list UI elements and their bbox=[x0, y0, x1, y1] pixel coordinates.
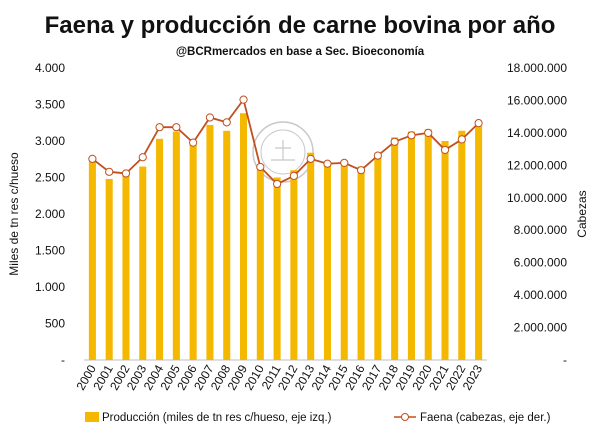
faena-point-2023 bbox=[474, 119, 483, 128]
faena-point-2018 bbox=[390, 137, 399, 146]
faena-point-2017 bbox=[373, 151, 382, 160]
y-right-tick-label: 8.000.000 bbox=[514, 223, 568, 237]
y-right-tick-label: 4.000.000 bbox=[514, 288, 568, 302]
faena-point-2014 bbox=[323, 159, 332, 168]
faena-point-2000 bbox=[88, 154, 97, 163]
bar-2017 bbox=[374, 152, 382, 360]
bar-2019 bbox=[407, 131, 415, 360]
y-left-tick-label: 1.500 bbox=[35, 244, 65, 258]
y-left-tick-label: 500 bbox=[45, 317, 65, 331]
bar-2011 bbox=[273, 177, 281, 360]
faena-point-2004 bbox=[155, 123, 164, 132]
faena-point-2011 bbox=[273, 179, 282, 189]
y-right-tick-label: 14.000.000 bbox=[507, 126, 567, 140]
faena-line bbox=[91, 97, 480, 186]
bar-2014 bbox=[323, 165, 332, 360]
y-left-tick-label: 3.500 bbox=[35, 98, 65, 112]
bar-2023 bbox=[475, 124, 483, 360]
y-left-tick-label: 2.500 bbox=[35, 171, 65, 185]
y-right-tick-label: 18.000.000 bbox=[507, 61, 567, 75]
bar-2005 bbox=[172, 131, 180, 360]
bar-2000 bbox=[88, 161, 96, 360]
bar-2022 bbox=[458, 130, 466, 360]
faena-point-2012 bbox=[289, 171, 298, 180]
faena-point-2010 bbox=[256, 162, 265, 172]
bar-2007 bbox=[206, 124, 214, 360]
bar-2003 bbox=[139, 166, 147, 360]
y-right-tick-label: 10.000.000 bbox=[507, 191, 567, 205]
y-axis-right-label: Cabezas bbox=[575, 190, 589, 237]
faena-point-2007 bbox=[205, 113, 215, 122]
faena-point-2019 bbox=[407, 131, 416, 140]
faena-point-2002 bbox=[121, 169, 131, 178]
faena-point-2008 bbox=[222, 118, 231, 127]
bar-2009 bbox=[239, 113, 248, 360]
chart-title: Faena y producción de carne bovina por a… bbox=[45, 12, 556, 39]
faena-point-2001 bbox=[105, 167, 114, 176]
y-left-tick-label: 2.000 bbox=[35, 207, 65, 221]
bar-2021 bbox=[441, 141, 449, 360]
faena-point-2006 bbox=[189, 138, 198, 147]
y-right-tick-label: 6.000.000 bbox=[514, 256, 568, 270]
bar-2018 bbox=[391, 137, 399, 360]
legend-bar-swatch bbox=[85, 412, 99, 422]
bar-2006 bbox=[189, 142, 197, 360]
legend-line-label: Faena (cabezas, eje der.) bbox=[420, 412, 551, 424]
bar-2004 bbox=[156, 138, 164, 360]
faena-point-2003 bbox=[138, 153, 147, 162]
y-left-tick-label: 4.000 bbox=[35, 61, 65, 75]
y-right-tick-label: 12.000.000 bbox=[507, 158, 567, 172]
faena-point-2022 bbox=[457, 135, 466, 144]
faena-point-2016 bbox=[356, 166, 366, 175]
bar-2012 bbox=[290, 170, 298, 360]
bar-2013 bbox=[307, 152, 315, 360]
y-right-tick-label: 16.000.000 bbox=[507, 93, 567, 107]
y-left-tick-label: 3.000 bbox=[35, 134, 65, 148]
bar-2008 bbox=[223, 130, 231, 360]
bar-2020 bbox=[424, 129, 432, 360]
faena-point-2013 bbox=[306, 154, 315, 163]
faena-point-2005 bbox=[172, 123, 181, 132]
faena-point-2021 bbox=[440, 145, 450, 155]
y-axis-left-label: Miles de tn res c/hueso bbox=[7, 152, 21, 276]
bar-2001 bbox=[105, 178, 113, 360]
bar-2015 bbox=[340, 160, 348, 360]
legend-bar-label: Producción (miles de tn res c/hueso, eje… bbox=[102, 412, 332, 424]
y-right-tick-label: - bbox=[563, 353, 567, 367]
y-right-tick-label: 2.000.000 bbox=[514, 321, 568, 335]
legend: Producción (miles de tn res c/hueso, eje… bbox=[85, 412, 551, 424]
bar-2010 bbox=[256, 168, 264, 360]
faena-point-2015 bbox=[340, 158, 349, 167]
faena-point-2020 bbox=[424, 128, 433, 137]
bar-2016 bbox=[357, 166, 365, 360]
faena-point-2009 bbox=[239, 95, 248, 104]
legend-line-marker bbox=[401, 413, 409, 421]
chart-subtitle: @BCRmercados en base a Sec. Bioeconomía bbox=[176, 46, 425, 58]
y-left-tick-label: 1.000 bbox=[35, 280, 65, 294]
bar-2002 bbox=[122, 175, 130, 360]
y-left-tick-label: - bbox=[61, 353, 65, 367]
